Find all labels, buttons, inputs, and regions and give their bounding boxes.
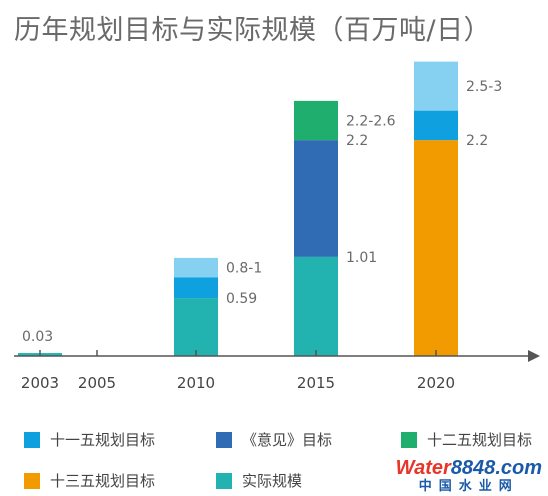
chart-title: 历年规划目标与实际规模（百万吨/日） [14, 15, 492, 46]
x-tick-label: 2015 [297, 374, 335, 392]
bar-segment [414, 140, 458, 356]
bar-range-segment [414, 61, 458, 111]
watermark-subtitle: 中国水业网 [418, 478, 519, 493]
bar-segment [174, 277, 218, 299]
bar-segment [294, 140, 338, 257]
watermark-brand: Water8848.com [395, 457, 542, 479]
data-label: 2.2-2.6 [346, 114, 396, 130]
bar-range-segment [414, 110, 458, 141]
data-label: 0.03 [22, 329, 53, 345]
x-tick-label: 2003 [21, 374, 59, 392]
data-label: 2.2 [466, 133, 488, 149]
data-label: 0.8-1 [226, 261, 262, 277]
x-tick-label: 2020 [417, 374, 455, 392]
bar-segment [294, 100, 338, 141]
data-label: 2.2 [346, 133, 368, 149]
data-label: 0.59 [226, 291, 257, 307]
data-label: 2.5-3 [466, 79, 502, 95]
x-tick-label: 2010 [177, 374, 215, 392]
x-tick-label: 2005 [78, 374, 116, 392]
watermark-logo: Water8848.com 中国水业网 [396, 458, 542, 494]
bar-segment [294, 256, 338, 356]
data-label: 1.01 [346, 250, 377, 266]
bar-range-segment [174, 257, 218, 278]
x-axis-arrow [528, 350, 540, 362]
bar-segment [174, 298, 218, 356]
